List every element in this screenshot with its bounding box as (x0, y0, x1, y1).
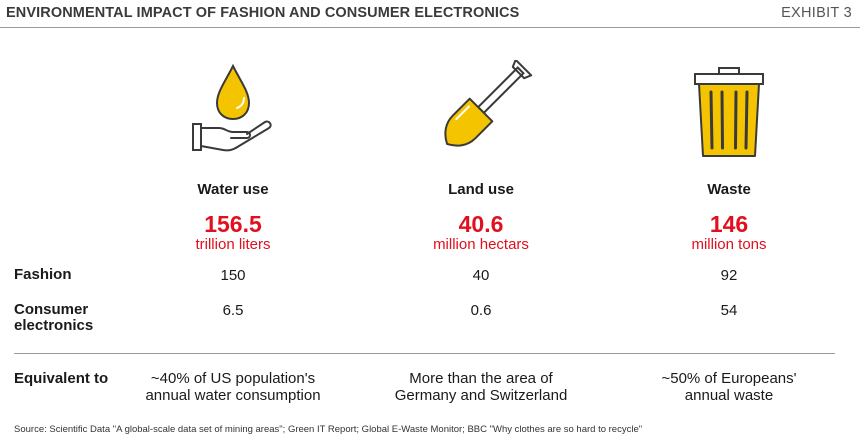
row-label-consumer-electronics: Consumer electronics (14, 302, 93, 334)
heading-water-use: Water use (197, 181, 269, 198)
trash-bin-icon (694, 67, 764, 157)
consumer-waste: 54 (720, 302, 738, 319)
heading-land-use: Land use (448, 181, 514, 198)
divider (14, 353, 835, 354)
water-drop-hand-icon (192, 63, 272, 152)
equivalent-water-use: ~40% of US population's annual water con… (113, 370, 353, 404)
row-label-consumer-line2: electronics (14, 317, 94, 334)
equivalent-waste-line1: ~50% of Europeans' (661, 370, 797, 387)
equivalent-land-use: More than the area of Germany and Switze… (361, 370, 601, 404)
source-note: Source: Scientific Data "A global-scale … (14, 424, 643, 435)
row-label-fashion: Fashion (14, 266, 72, 283)
fashion-land-use: 40 (472, 267, 490, 284)
shovel-icon (444, 60, 533, 147)
equivalent-water-line2: annual water consumption (145, 387, 321, 404)
row-label-equivalent: Equivalent to (14, 370, 109, 387)
fashion-water-use: 150 (220, 267, 246, 284)
row-label-consumer-line1: Consumer (14, 301, 89, 318)
equivalent-land-line1: More than the area of (409, 370, 553, 387)
column-land-use: Land use 40.6 million hectars 40 0.6 Mor… (361, 0, 601, 448)
exhibit-number: EXHIBIT 3 (781, 5, 852, 21)
equivalent-land-line2: Germany and Switzerland (394, 387, 568, 404)
equivalent-waste-line2: annual waste (684, 387, 774, 404)
consumer-land-use: 0.6 (470, 302, 492, 319)
fashion-waste: 92 (720, 267, 738, 284)
total-water-use: 156.5 (204, 211, 262, 237)
column-waste: Waste 146 million tons 92 54 ~50% of Eur… (609, 0, 849, 448)
unit-land-use: million hectars (433, 236, 529, 253)
unit-water-use: trillion liters (195, 236, 271, 253)
total-waste: 146 (709, 211, 749, 237)
column-water-use: Water use 156.5 trillion liters 150 6.5 … (113, 0, 353, 448)
equivalent-water-line1: ~40% of US population's (150, 370, 316, 387)
unit-waste: million tons (691, 236, 767, 253)
equivalent-waste: ~50% of Europeans' annual waste (609, 370, 849, 404)
header: ENVIRONMENTAL IMPACT OF FASHION AND CONS… (0, 0, 860, 28)
consumer-water-use: 6.5 (222, 302, 244, 319)
heading-waste: Waste (707, 181, 751, 198)
total-land-use: 40.6 (458, 211, 504, 237)
exhibit-title: ENVIRONMENTAL IMPACT OF FASHION AND CONS… (6, 5, 520, 21)
